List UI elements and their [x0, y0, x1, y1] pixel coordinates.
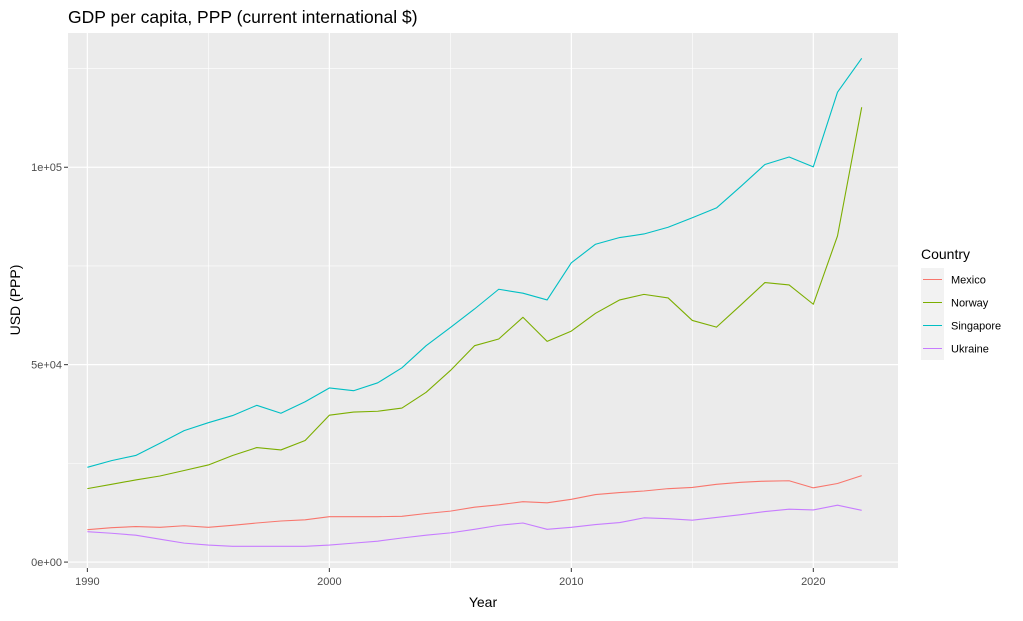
grid-minor: [68, 33, 898, 568]
legend-title: Country: [921, 246, 970, 262]
series-line-mexico: [87, 475, 862, 531]
legend-label-norway: Norway: [951, 298, 989, 310]
chart-title: GDP per capita, PPP (current internation…: [68, 7, 418, 27]
legend-label-ukraine: Ukraine: [951, 344, 989, 356]
legend: Country Mexico Norway Singapore Ukraine: [921, 246, 1001, 360]
series-line-ukraine: [87, 504, 862, 547]
legend-label-singapore: Singapore: [951, 321, 1001, 333]
x-tick-label: 2010: [559, 576, 583, 588]
x-axis: 1990 2000 2010 2020: [75, 568, 826, 588]
x-tick-label: 2000: [317, 576, 341, 588]
y-tick-label: 5e+04: [31, 360, 62, 372]
x-tick-label: 2020: [801, 576, 825, 588]
y-axis-title: USD (PPP): [7, 265, 23, 336]
series-layer: [87, 57, 863, 547]
y-axis: 0e+00 5e+04 1e+05: [31, 162, 68, 569]
legend-label-mexico: Mexico: [951, 275, 986, 287]
plot-panel: [68, 33, 898, 568]
y-tick-label: 0e+00: [31, 557, 62, 569]
y-tick-label: 1e+05: [31, 162, 62, 174]
x-tick-label: 1990: [75, 576, 99, 588]
series-line-singapore: [87, 57, 863, 468]
series-line-norway: [87, 107, 863, 490]
legend-items: Mexico Norway Singapore Ukraine: [921, 268, 1001, 360]
grid-major: [68, 33, 898, 568]
x-axis-title: Year: [469, 594, 498, 610]
